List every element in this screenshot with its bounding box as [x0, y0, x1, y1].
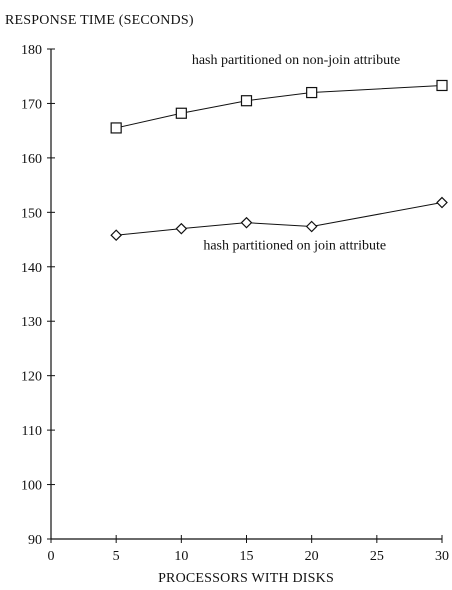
annotation-layer: hash partitioned on non-join attribute ha…	[192, 53, 400, 253]
y-tick-label: 140	[21, 261, 42, 276]
x-tick-label: 20	[305, 549, 319, 564]
y-tick-label: 100	[21, 479, 42, 494]
x-tick-label: 15	[240, 549, 254, 564]
series-line	[116, 84, 443, 129]
series-square	[110, 79, 448, 134]
x-tick-label: 0	[48, 549, 55, 564]
y-tick-label: 160	[21, 152, 42, 167]
y-tick-label: 90	[28, 533, 42, 548]
x-axis-title: PROCESSORS WITH DISKS	[158, 571, 334, 586]
x-tick-label: 30	[435, 549, 449, 564]
data-point-square	[175, 107, 187, 119]
y-tick-label: 110	[22, 424, 42, 439]
y-tick-label: 130	[21, 315, 42, 330]
data-point-square	[110, 122, 122, 134]
x-tick-label: 25	[370, 549, 384, 564]
data-point-diamond	[175, 222, 188, 235]
data-point-diamond	[240, 216, 253, 229]
data-point-square	[436, 79, 448, 92]
data-point-diamond	[110, 229, 123, 242]
y-tick-label: 120	[21, 370, 42, 385]
axes: 90 100 110 120 130 140 150 160 170 180 0 5 10 15 20 25 3…	[21, 43, 449, 564]
series-line	[116, 202, 443, 236]
x-tick-label: 5	[113, 549, 120, 564]
data-point-square	[240, 95, 253, 107]
y-tick-label: 170	[21, 97, 42, 112]
x-tick-label: 10	[174, 549, 188, 564]
data-point-diamond	[305, 220, 318, 233]
data-point-square	[306, 86, 318, 99]
data-point-diamond	[436, 196, 448, 209]
series-annotation: hash partitioned on non-join attribute	[192, 53, 400, 68]
series-layer	[110, 79, 448, 242]
series-annotation: hash partitioned on join attribute	[203, 238, 386, 253]
y-axis-title: RESPONSE TIME (SECONDS)	[5, 13, 194, 28]
series-diamond	[110, 196, 448, 242]
y-tick-label: 150	[21, 206, 42, 221]
y-tick-label: 180	[21, 43, 42, 58]
